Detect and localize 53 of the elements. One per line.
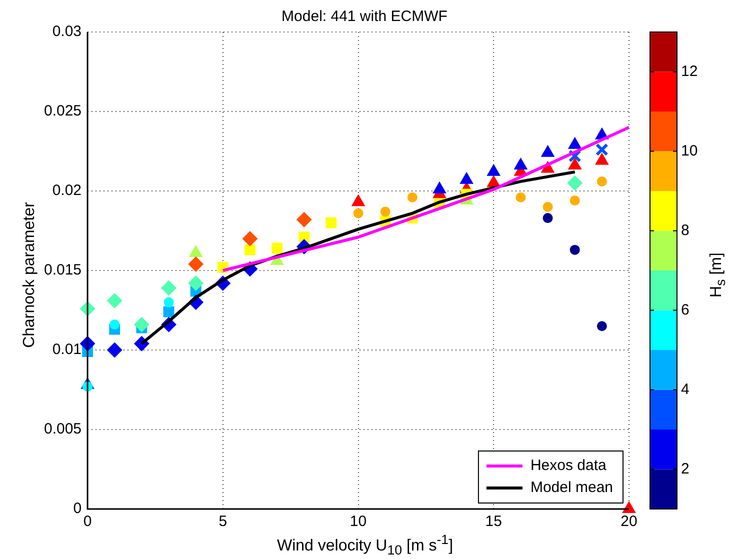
color-bar-label: 6 [681, 301, 690, 318]
point [516, 192, 526, 202]
color-bar-label: 2 [681, 460, 690, 478]
color-bar-label: 12 [681, 62, 698, 80]
point [567, 176, 582, 191]
color-bar-label: 10 [681, 142, 698, 160]
y-axis-title: Charnock parameter [21, 202, 39, 348]
color-bar-label: 4 [681, 380, 690, 398]
y-tick-label: 0.025 [44, 102, 82, 120]
point [570, 244, 580, 255]
point [595, 153, 608, 165]
y-tick-label: 0.02 [52, 182, 82, 200]
point [298, 232, 310, 243]
legend-label: Model mean [530, 479, 614, 496]
point [107, 342, 122, 358]
y-tick-label: 0 [73, 500, 82, 518]
point [596, 321, 607, 332]
point [570, 196, 580, 206]
y-tick-label: 0.015 [44, 262, 82, 279]
x-tick-label: 15 [485, 513, 502, 530]
point [296, 212, 312, 228]
point [244, 244, 256, 256]
y-tick-label: 0.03 [52, 23, 82, 40]
point [188, 276, 204, 291]
point [163, 306, 174, 318]
point [542, 202, 553, 212]
point [407, 192, 418, 202]
x-tick-label: 20 [620, 513, 638, 530]
x-tick-label: 5 [218, 513, 228, 530]
x-axis-title: Wind velocity U$_{10}$ [m s$^{-1}$] [276, 532, 454, 558]
chart-title: Model: 441 with ECMWF [280, 8, 448, 25]
point [134, 317, 150, 332]
point [188, 256, 204, 272]
point [161, 280, 176, 296]
legend-label: Hexos data [530, 457, 607, 474]
point [272, 242, 282, 254]
x-tick-label: 10 [350, 513, 367, 530]
point [164, 297, 174, 308]
y-tick-label: 0.01 [52, 341, 82, 358]
point [542, 213, 553, 224]
point [380, 206, 390, 217]
point [353, 208, 364, 218]
point [107, 293, 122, 308]
point [352, 194, 365, 206]
point [596, 176, 607, 186]
y-tick-label: 0.005 [44, 420, 82, 438]
point [110, 320, 120, 330]
point [189, 246, 202, 258]
point [326, 217, 337, 228]
point [242, 231, 258, 246]
point [568, 158, 582, 170]
color-bar-label: 8 [681, 222, 690, 239]
point [595, 143, 608, 156]
